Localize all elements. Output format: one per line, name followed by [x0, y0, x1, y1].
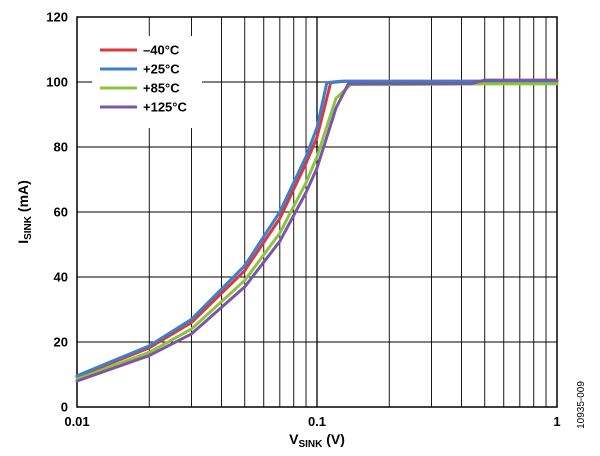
- series-curves: [75, 78, 559, 383]
- legend-label: +85°C: [143, 81, 180, 96]
- series-line: [75, 78, 559, 383]
- tick-labels: 0 20 40 60 80 100 120 0.01 0.1 1: [46, 10, 560, 430]
- y-tick-label: 0: [61, 400, 68, 415]
- figure-id: 10935-009: [576, 381, 587, 429]
- x-axis-title: VSINK (V): [289, 431, 345, 450]
- y-tick-label: 80: [54, 140, 68, 155]
- y-tick-label: 60: [54, 205, 68, 220]
- x-tick-label: 0.01: [64, 414, 89, 429]
- y-tick-label: 40: [54, 270, 68, 285]
- legend-label: –40°C: [143, 43, 180, 58]
- y-tick-label: 100: [46, 75, 68, 90]
- legend-label: +125°C: [143, 100, 187, 115]
- legend: –40°C +25°C +85°C +125°C: [92, 36, 202, 128]
- legend-label: +25°C: [143, 62, 180, 77]
- x-tick-label: 0.1: [308, 414, 326, 429]
- y-tick-label: 20: [54, 335, 68, 350]
- series-line: [75, 79, 559, 378]
- y-axis-title: ISINK (mA): [15, 180, 34, 244]
- x-tick-label: 1: [553, 414, 560, 429]
- y-tick-label: 120: [46, 10, 68, 25]
